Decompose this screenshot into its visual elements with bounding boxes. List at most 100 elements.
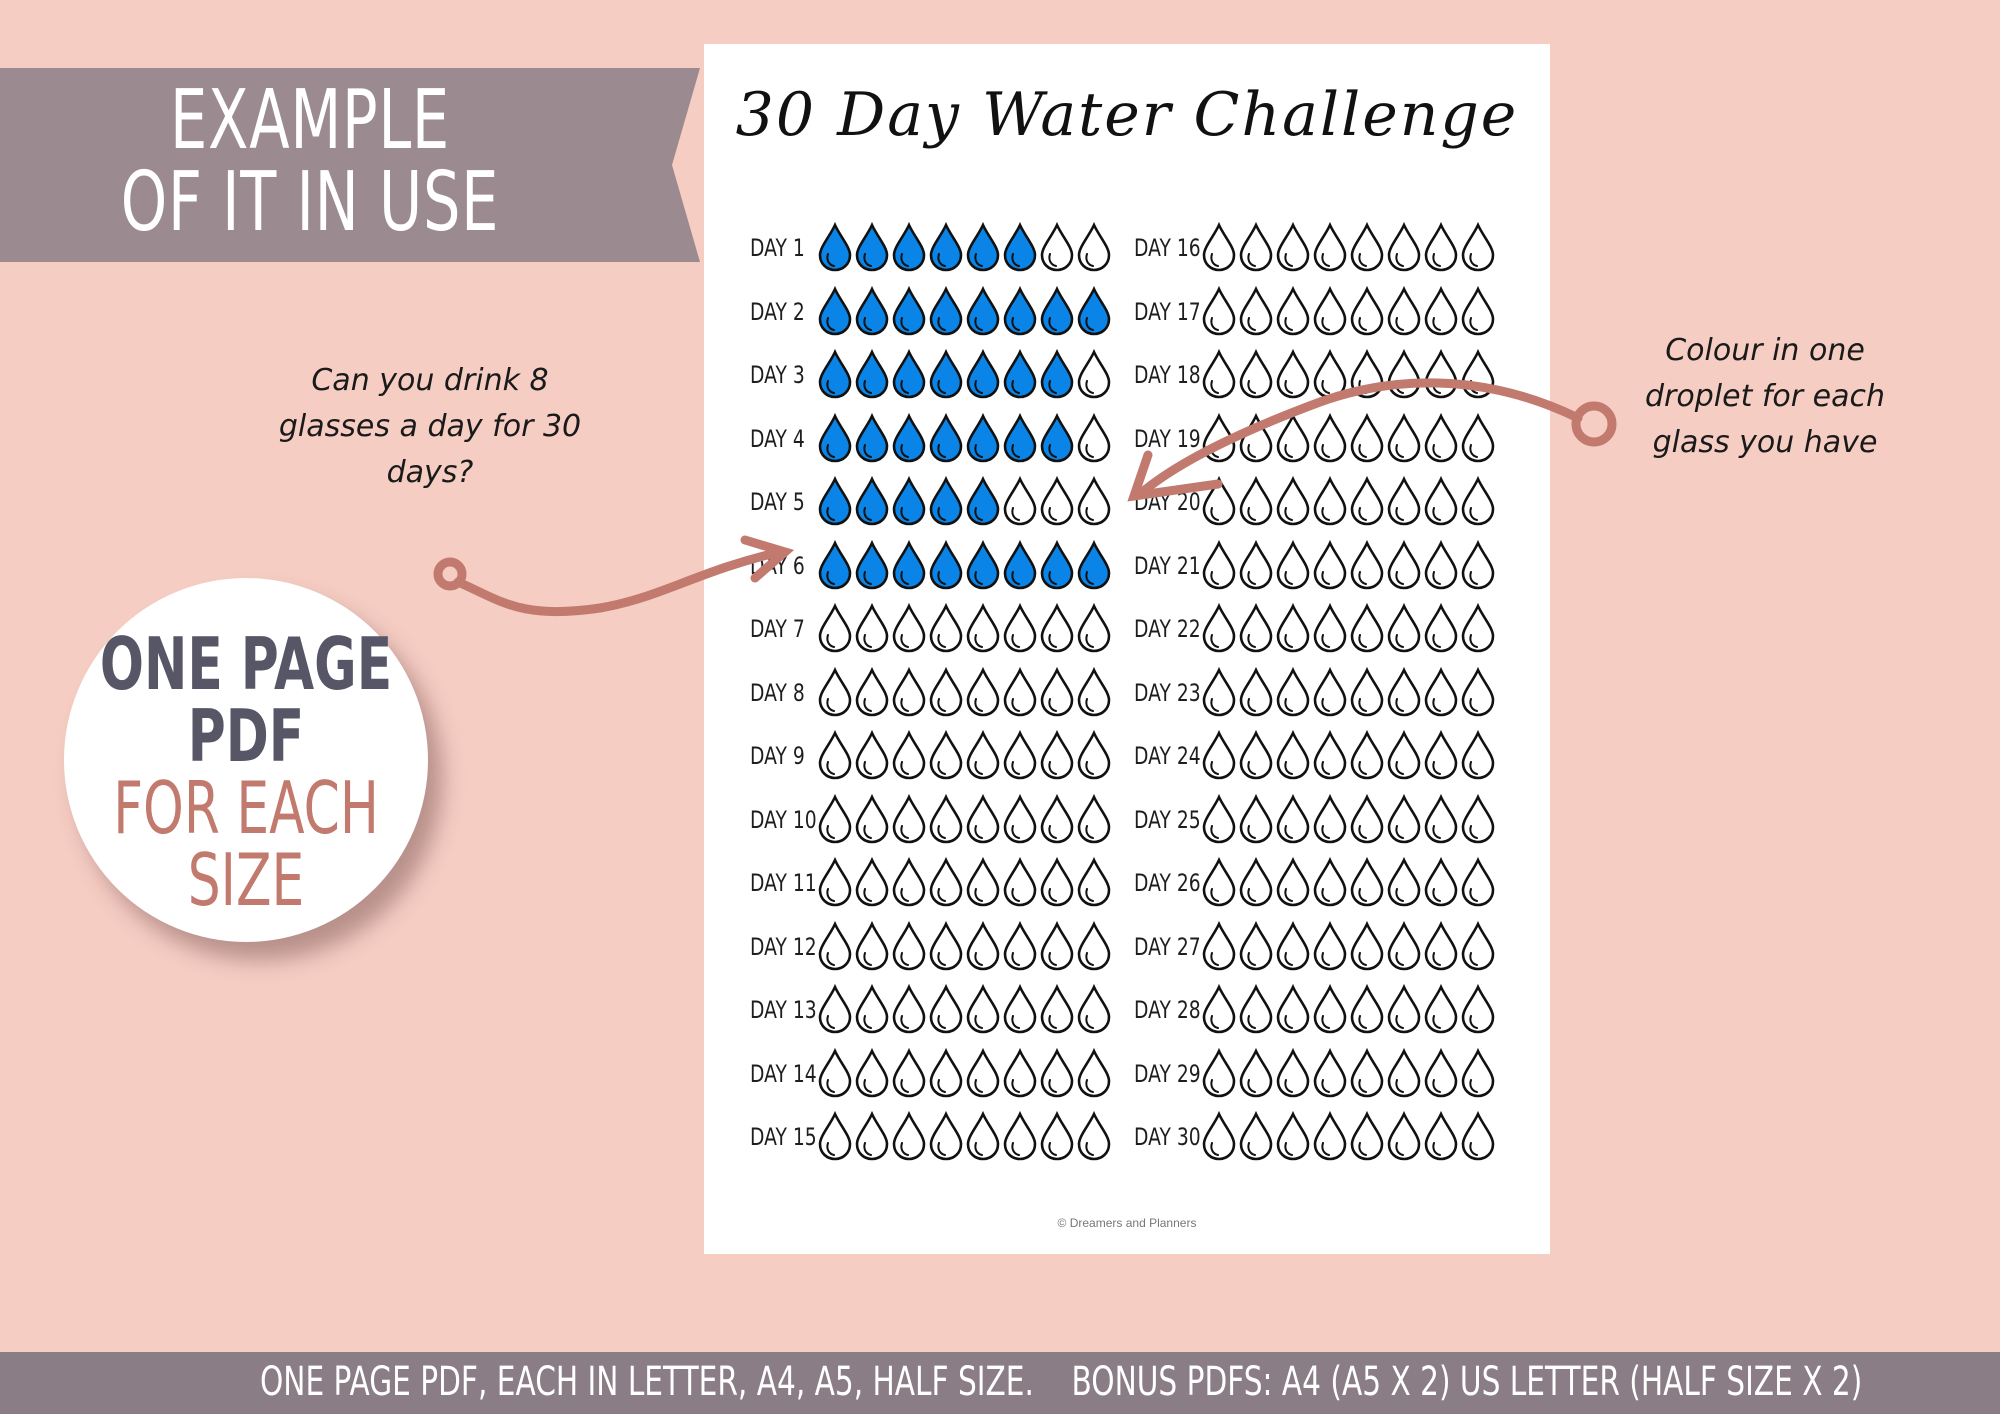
water-droplet-filled-icon[interactable] [966, 285, 1000, 336]
water-droplet-empty-icon[interactable] [1424, 539, 1458, 590]
water-droplet-empty-icon[interactable] [1202, 539, 1236, 590]
water-droplet-empty-icon[interactable] [1077, 476, 1111, 526]
water-droplet-empty-icon[interactable] [892, 666, 926, 717]
water-droplet-empty-icon[interactable] [1387, 349, 1421, 399]
water-droplet-filled-icon[interactable] [1040, 349, 1074, 399]
water-droplet-empty-icon[interactable] [1387, 793, 1421, 844]
water-droplet-empty-icon[interactable] [929, 793, 963, 844]
water-droplet-empty-icon[interactable] [1239, 857, 1273, 907]
water-droplet-empty-icon[interactable] [1040, 603, 1074, 653]
water-droplet-empty-icon[interactable] [1313, 222, 1347, 272]
water-droplet-empty-icon[interactable] [1239, 793, 1273, 844]
water-droplet-empty-icon[interactable] [1202, 793, 1236, 844]
water-droplet-filled-icon[interactable] [818, 285, 852, 336]
water-droplet-filled-icon[interactable] [1040, 539, 1074, 590]
water-droplet-filled-icon[interactable] [855, 222, 889, 272]
water-droplet-empty-icon[interactable] [1077, 920, 1111, 971]
water-droplet-empty-icon[interactable] [1276, 793, 1310, 844]
water-droplet-filled-icon[interactable] [855, 412, 889, 463]
water-droplet-empty-icon[interactable] [1040, 857, 1074, 907]
water-droplet-empty-icon[interactable] [966, 666, 1000, 717]
water-droplet-empty-icon[interactable] [1077, 1111, 1111, 1161]
water-droplet-empty-icon[interactable] [1424, 984, 1458, 1034]
water-droplet-empty-icon[interactable] [855, 920, 889, 971]
water-droplet-filled-icon[interactable] [855, 285, 889, 336]
water-droplet-empty-icon[interactable] [1461, 793, 1495, 844]
water-droplet-empty-icon[interactable] [818, 1111, 852, 1161]
water-droplet-empty-icon[interactable] [1239, 285, 1273, 336]
water-droplet-filled-icon[interactable] [966, 349, 1000, 399]
water-droplet-filled-icon[interactable] [892, 476, 926, 526]
water-droplet-empty-icon[interactable] [1202, 603, 1236, 653]
water-droplet-filled-icon[interactable] [966, 476, 1000, 526]
water-droplet-empty-icon[interactable] [1387, 730, 1421, 780]
water-droplet-filled-icon[interactable] [929, 412, 963, 463]
water-droplet-empty-icon[interactable] [966, 603, 1000, 653]
water-droplet-filled-icon[interactable] [966, 539, 1000, 590]
water-droplet-empty-icon[interactable] [1239, 476, 1273, 526]
water-droplet-empty-icon[interactable] [1350, 412, 1384, 463]
water-droplet-empty-icon[interactable] [1313, 1111, 1347, 1161]
water-droplet-empty-icon[interactable] [1276, 539, 1310, 590]
water-droplet-filled-icon[interactable] [818, 412, 852, 463]
water-droplet-filled-icon[interactable] [929, 476, 963, 526]
water-droplet-empty-icon[interactable] [1313, 285, 1347, 336]
water-droplet-empty-icon[interactable] [1424, 1047, 1458, 1098]
water-droplet-filled-icon[interactable] [1077, 285, 1111, 336]
water-droplet-empty-icon[interactable] [855, 793, 889, 844]
water-droplet-empty-icon[interactable] [1424, 285, 1458, 336]
water-droplet-empty-icon[interactable] [1313, 666, 1347, 717]
water-droplet-empty-icon[interactable] [1239, 730, 1273, 780]
water-droplet-filled-icon[interactable] [855, 349, 889, 399]
water-droplet-empty-icon[interactable] [892, 603, 926, 653]
water-droplet-empty-icon[interactable] [1387, 412, 1421, 463]
water-droplet-empty-icon[interactable] [1461, 730, 1495, 780]
water-droplet-filled-icon[interactable] [855, 476, 889, 526]
water-droplet-filled-icon[interactable] [892, 222, 926, 272]
water-droplet-empty-icon[interactable] [1387, 222, 1421, 272]
water-droplet-empty-icon[interactable] [1276, 285, 1310, 336]
water-droplet-empty-icon[interactable] [1350, 984, 1384, 1034]
water-droplet-empty-icon[interactable] [1202, 476, 1236, 526]
water-droplet-filled-icon[interactable] [1040, 285, 1074, 336]
water-droplet-empty-icon[interactable] [1387, 666, 1421, 717]
water-droplet-empty-icon[interactable] [1040, 730, 1074, 780]
water-droplet-empty-icon[interactable] [1202, 920, 1236, 971]
water-droplet-empty-icon[interactable] [1077, 793, 1111, 844]
water-droplet-filled-icon[interactable] [929, 285, 963, 336]
water-droplet-empty-icon[interactable] [1003, 984, 1037, 1034]
water-droplet-empty-icon[interactable] [1003, 666, 1037, 717]
water-droplet-empty-icon[interactable] [1313, 857, 1347, 907]
water-droplet-empty-icon[interactable] [855, 666, 889, 717]
water-droplet-empty-icon[interactable] [1461, 1111, 1495, 1161]
water-droplet-empty-icon[interactable] [1003, 730, 1037, 780]
water-droplet-empty-icon[interactable] [1461, 539, 1495, 590]
water-droplet-empty-icon[interactable] [1040, 793, 1074, 844]
water-droplet-empty-icon[interactable] [1461, 412, 1495, 463]
water-droplet-filled-icon[interactable] [1003, 285, 1037, 336]
water-droplet-empty-icon[interactable] [1350, 222, 1384, 272]
water-droplet-filled-icon[interactable] [818, 476, 852, 526]
water-droplet-empty-icon[interactable] [966, 1111, 1000, 1161]
water-droplet-empty-icon[interactable] [929, 857, 963, 907]
water-droplet-empty-icon[interactable] [1077, 1047, 1111, 1098]
water-droplet-empty-icon[interactable] [1424, 730, 1458, 780]
water-droplet-empty-icon[interactable] [1040, 1047, 1074, 1098]
water-droplet-empty-icon[interactable] [1202, 1111, 1236, 1161]
water-droplet-empty-icon[interactable] [1239, 412, 1273, 463]
water-droplet-filled-icon[interactable] [855, 539, 889, 590]
water-droplet-empty-icon[interactable] [818, 984, 852, 1034]
water-droplet-empty-icon[interactable] [1461, 476, 1495, 526]
water-droplet-empty-icon[interactable] [1350, 349, 1384, 399]
water-droplet-filled-icon[interactable] [966, 222, 1000, 272]
water-droplet-empty-icon[interactable] [1424, 476, 1458, 526]
water-droplet-empty-icon[interactable] [818, 1047, 852, 1098]
water-droplet-empty-icon[interactable] [1276, 730, 1310, 780]
water-droplet-empty-icon[interactable] [818, 603, 852, 653]
water-droplet-empty-icon[interactable] [855, 857, 889, 907]
water-droplet-empty-icon[interactable] [892, 920, 926, 971]
water-droplet-empty-icon[interactable] [1040, 222, 1074, 272]
water-droplet-empty-icon[interactable] [1461, 666, 1495, 717]
water-droplet-empty-icon[interactable] [855, 730, 889, 780]
water-droplet-empty-icon[interactable] [929, 1047, 963, 1098]
